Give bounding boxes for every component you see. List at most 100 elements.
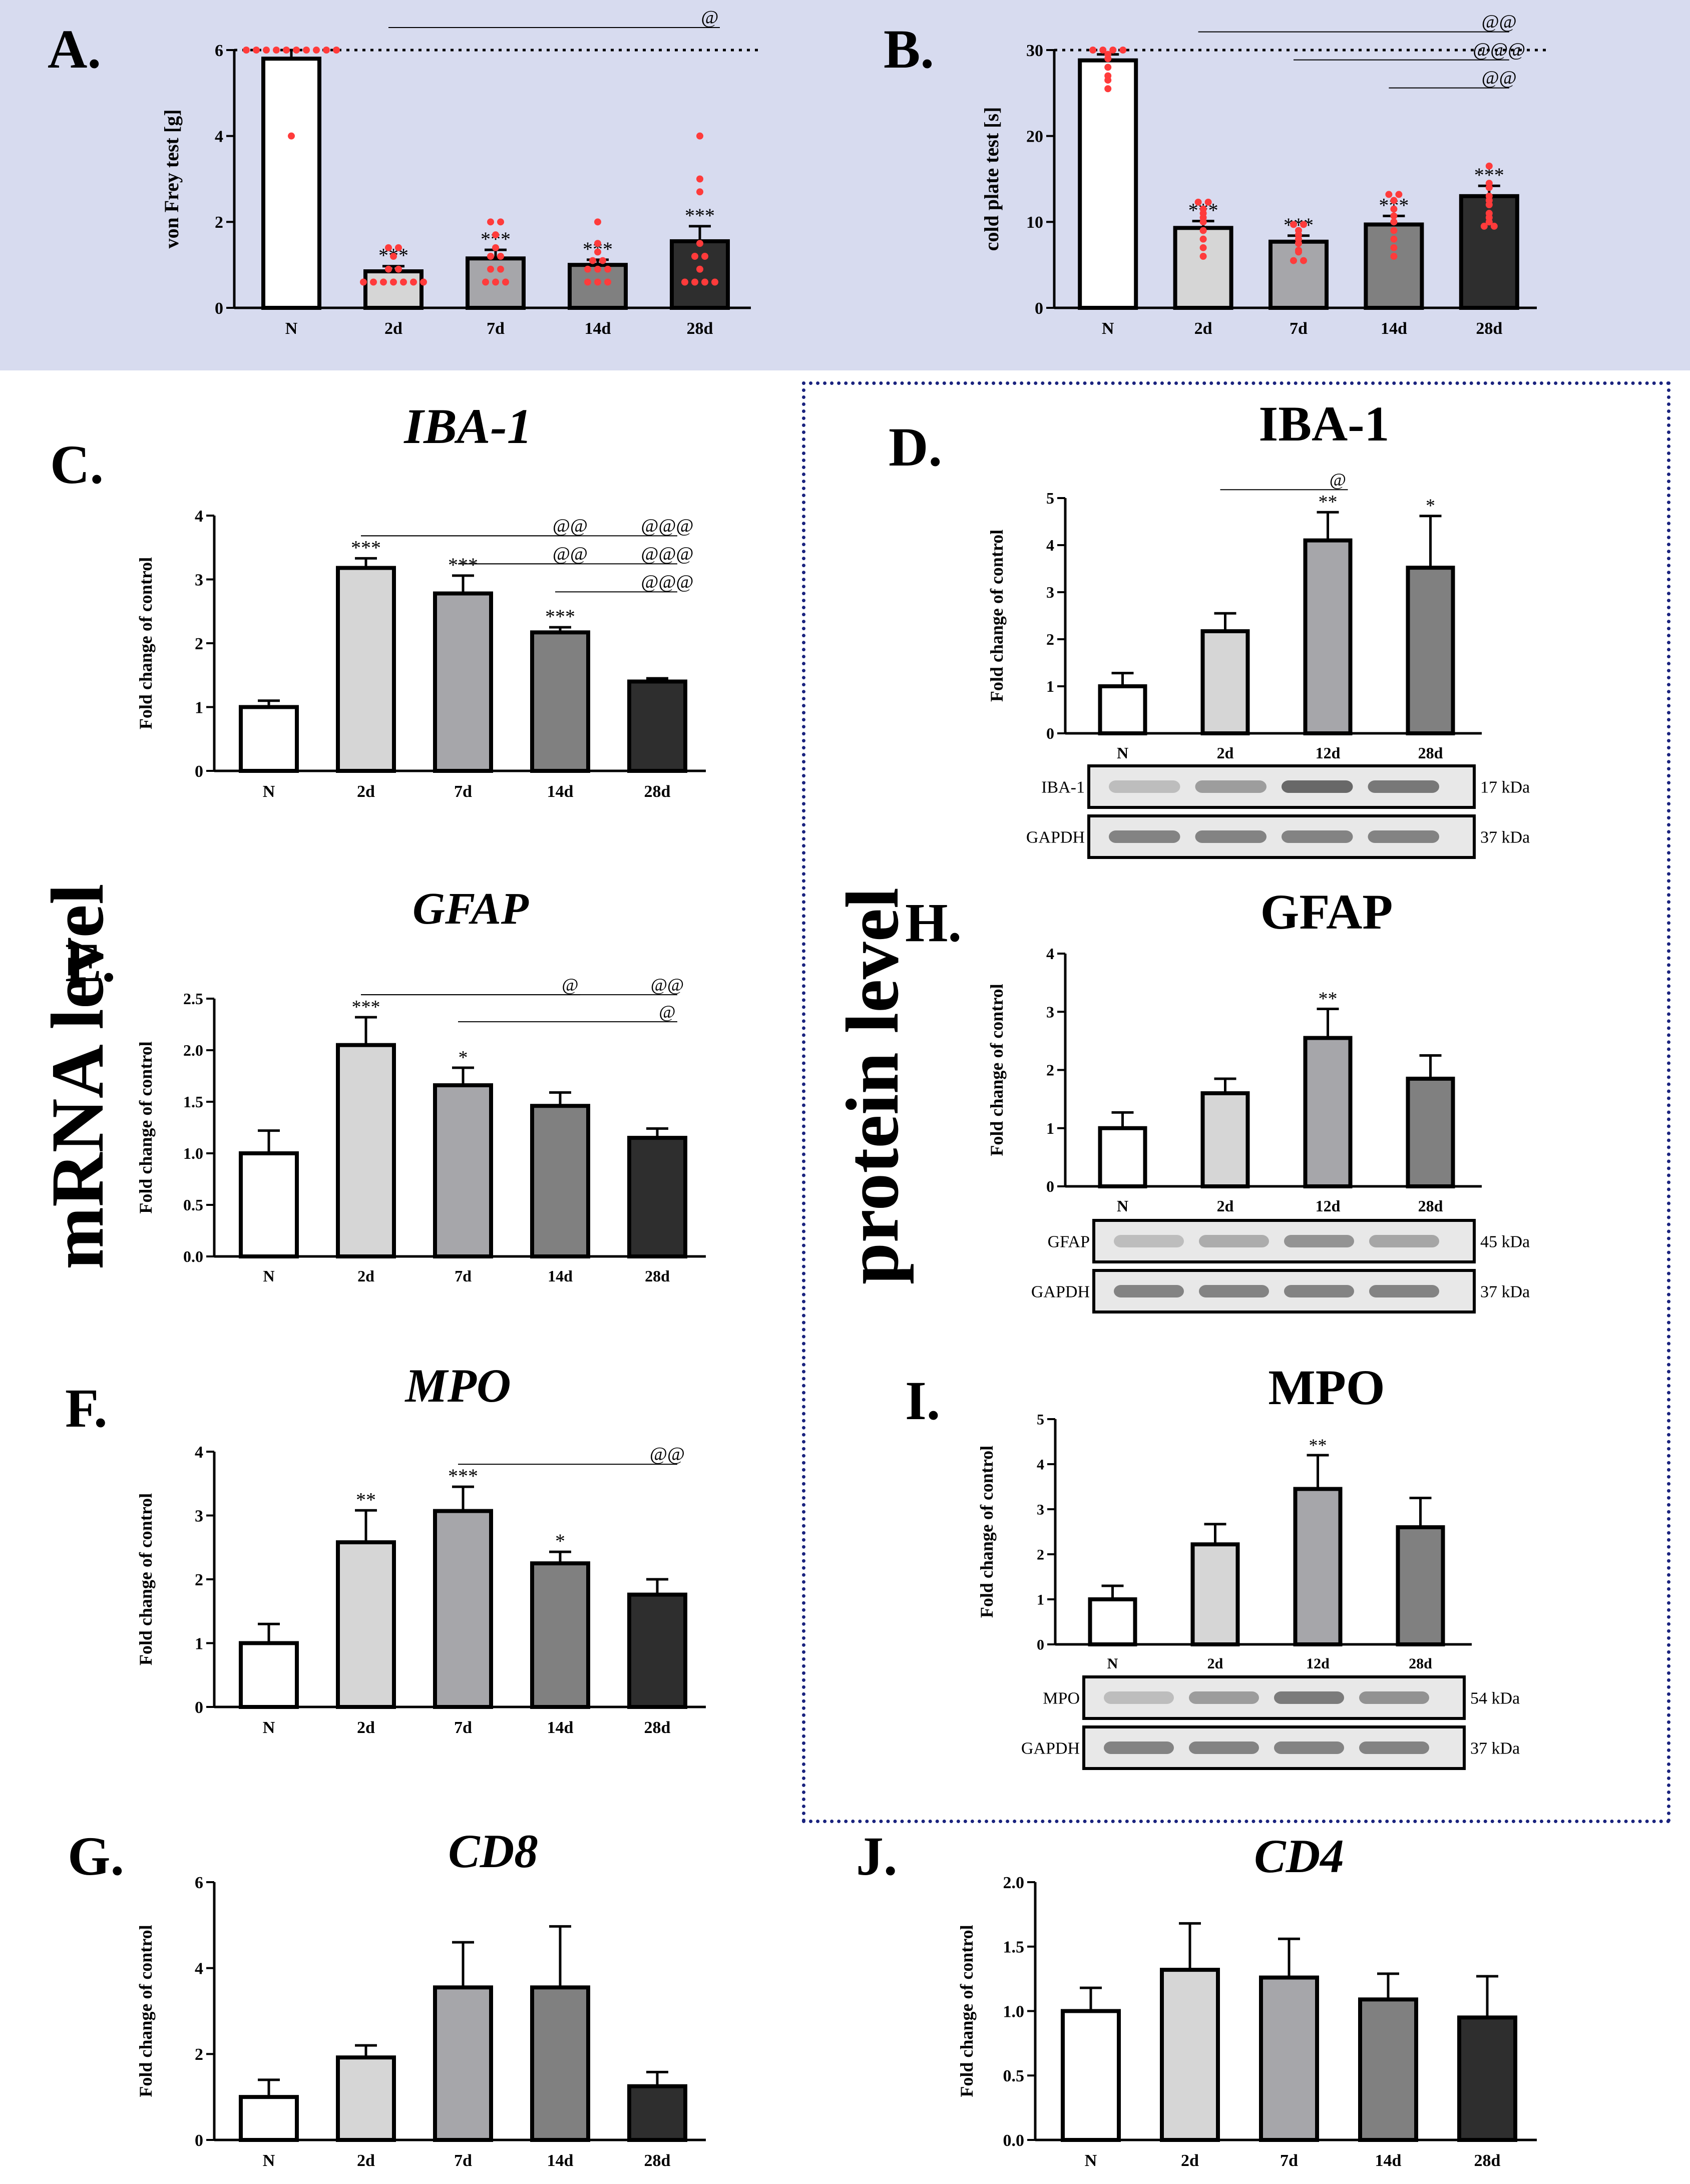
data-point-b	[1119, 47, 1127, 54]
comparison-label-c: @@	[553, 543, 588, 564]
y-tick-label-g: 4	[195, 1960, 203, 1978]
x-tick-label-a: 7d	[487, 319, 505, 338]
bar-c-2d	[336, 566, 396, 773]
x-tick-label-f: 2d	[357, 1718, 375, 1737]
blot-kda-label-d: 17 kDa	[1480, 778, 1530, 797]
bar-c-7d	[433, 591, 493, 773]
y-axis-label-j: Fold change of control	[957, 1925, 977, 2097]
x-tick-label-g: 2d	[357, 2151, 375, 2170]
blot-band-i	[1274, 1741, 1344, 1754]
data-point-b	[1199, 227, 1207, 234]
data-point-b	[1295, 240, 1302, 247]
bar-j-2d	[1160, 1968, 1220, 2142]
data-point-b	[1480, 222, 1488, 230]
y-tick-label-j: 2.0	[1003, 1874, 1025, 1892]
data-point-b	[1390, 212, 1398, 220]
comparison-label-a: @	[701, 7, 719, 28]
y-tick-label-f: 1	[195, 1634, 203, 1653]
y-tick-label-e: 1.0	[183, 1144, 203, 1162]
chart-title-j: CD4	[1254, 1830, 1344, 1883]
data-point-b	[1485, 201, 1493, 208]
blot-protein-label-i: MPO	[1043, 1689, 1080, 1708]
bar-b-N	[1078, 58, 1138, 310]
y-axis-label-g: Fold change of control	[136, 1925, 156, 2097]
significance-stars-c: ***	[545, 605, 575, 628]
data-point-b	[1485, 184, 1493, 191]
y-axis-label-i: Fold change of control	[977, 1446, 997, 1618]
data-point-a	[696, 188, 703, 196]
x-tick-label-a: 14d	[585, 319, 611, 338]
x-tick-label-c: 14d	[547, 782, 574, 801]
comparison-label-b: @@@	[1473, 40, 1525, 61]
data-point-b	[1390, 253, 1398, 260]
bar-d-28d	[1406, 566, 1455, 735]
blot-band-h	[1199, 1285, 1269, 1297]
y-tick-label-d: 3	[1046, 583, 1054, 601]
significance-stars-f: ***	[448, 1465, 478, 1487]
data-point-a	[333, 47, 340, 54]
bar-i-12d	[1293, 1487, 1343, 1646]
x-tick-label-j: 14d	[1375, 2151, 1402, 2170]
y-tick-label-j: 1.5	[1003, 1938, 1025, 1957]
y-axis-label-c: Fold change of control	[136, 557, 156, 729]
blot-band-i	[1189, 1691, 1259, 1704]
y-tick-label-a: 0	[215, 299, 223, 318]
blot-band-d	[1195, 830, 1266, 843]
panel-letter-i: I.	[905, 1370, 940, 1431]
data-point-b	[1395, 191, 1403, 198]
y-tick-label-h: 2	[1046, 1061, 1054, 1079]
bar-d-12d	[1303, 538, 1353, 735]
x-tick-label-j: N	[1085, 2151, 1097, 2170]
significance-stars-f: **	[356, 1488, 376, 1511]
comparison-label-d: @	[1330, 470, 1346, 490]
blot-band-i	[1189, 1741, 1259, 1754]
y-tick-label-g: 2	[195, 2045, 203, 2064]
comparison-label-b: @@	[1482, 68, 1517, 89]
bar-f-7d	[433, 1509, 493, 1709]
data-point-b	[1300, 221, 1307, 228]
blot-band-h	[1284, 1285, 1354, 1297]
y-axis-label-b: cold plate test [s]	[980, 107, 1003, 251]
x-tick-label-b: 2d	[1194, 319, 1212, 338]
y-tick-label-i: 4	[1037, 1457, 1044, 1473]
data-point-a	[594, 278, 601, 286]
data-point-b	[1104, 77, 1112, 84]
x-tick-label-i: 28d	[1409, 1655, 1432, 1672]
y-tick-label-f: 3	[195, 1507, 203, 1525]
y-tick-label-a: 6	[215, 42, 223, 60]
y-tick-label-b: 30	[1026, 42, 1043, 60]
bar-a-N	[261, 57, 321, 310]
data-point-a	[497, 253, 504, 260]
y-tick-label-d: 0	[1046, 724, 1054, 742]
y-tick-label-a: 4	[215, 128, 223, 146]
data-point-b	[1089, 47, 1097, 54]
chart-title-g: CD8	[448, 1825, 538, 1878]
bar-i-N	[1088, 1597, 1137, 1646]
data-point-a	[380, 278, 387, 286]
data-point-b	[1390, 235, 1398, 243]
panel-letter-b: B.	[884, 19, 934, 80]
data-point-a	[487, 253, 494, 260]
significance-stars-d: *	[1426, 496, 1435, 517]
y-tick-label-b: 0	[1035, 299, 1043, 318]
bar-j-14d	[1358, 1997, 1418, 2142]
x-tick-label-e: 2d	[357, 1267, 374, 1285]
bar-j-7d	[1259, 1975, 1319, 2142]
bar-g-28d	[627, 2084, 687, 2142]
y-tick-label-e: 0.5	[183, 1196, 203, 1214]
bar-a-2d	[363, 269, 424, 310]
data-point-b	[1204, 198, 1212, 206]
data-point-b	[1290, 257, 1297, 264]
bar-g-14d	[530, 1985, 590, 2142]
y-tick-label-a: 2	[215, 213, 223, 232]
x-tick-label-a: 28d	[687, 319, 713, 338]
blot-protein-label-d: GAPDH	[1026, 828, 1085, 847]
protein-level-frame	[802, 381, 1670, 1823]
blot-kda-label-d: 37 kDa	[1480, 828, 1530, 847]
panel-letter-g: G.	[68, 1826, 124, 1887]
data-point-b	[1199, 235, 1207, 243]
blot-band-d	[1109, 830, 1180, 843]
data-point-a	[253, 47, 260, 54]
x-tick-label-i: 2d	[1207, 1655, 1223, 1672]
x-tick-label-f: 14d	[547, 1718, 574, 1737]
